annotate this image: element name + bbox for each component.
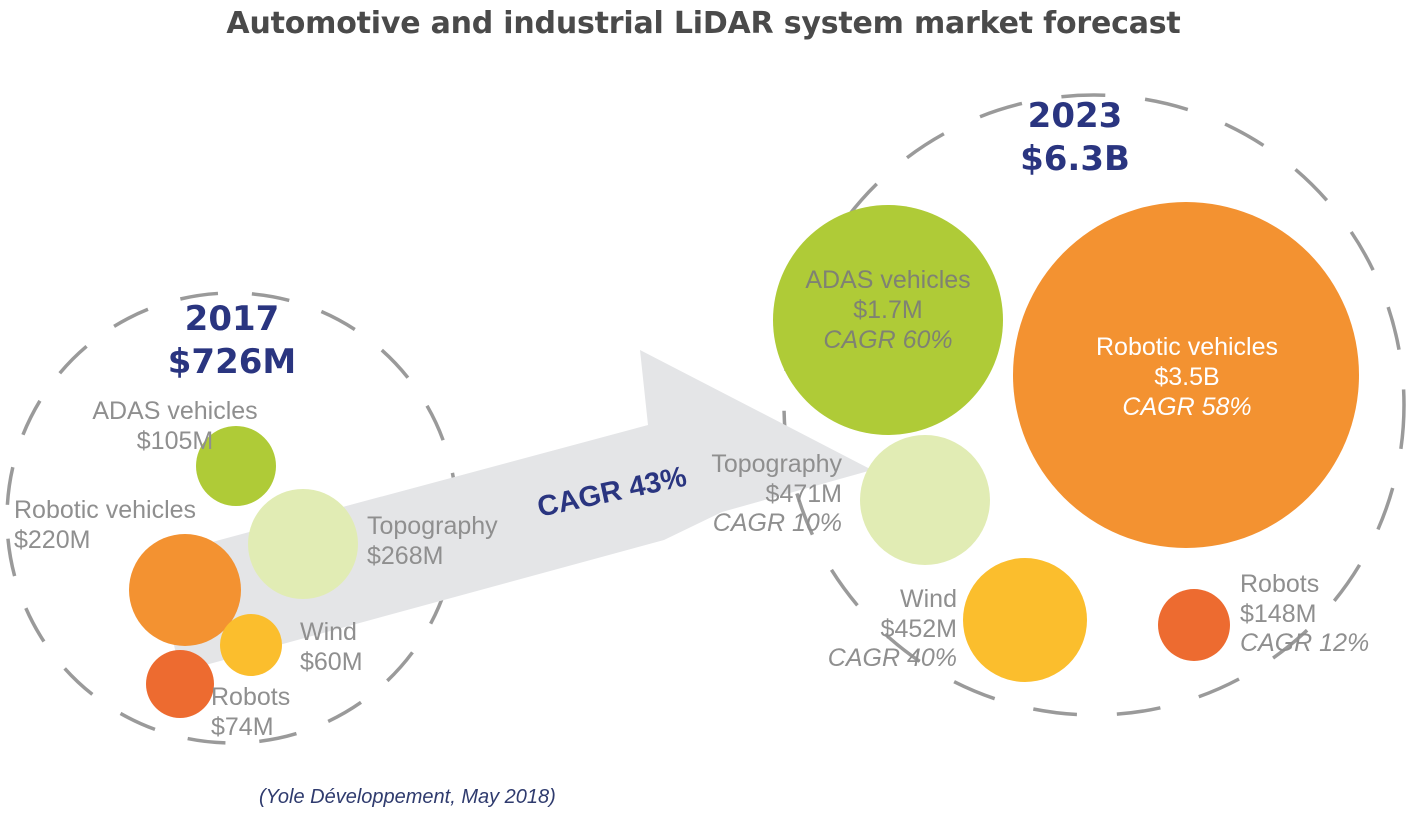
label-2023-wind: Wind $452M CAGR 40%: [742, 585, 957, 674]
label-2017-adas: ADAS vehicles $105M: [65, 397, 285, 456]
label-2017-robotic: Robotic vehicles $220M: [14, 496, 244, 555]
bubble-2017-robotic: [129, 534, 241, 646]
page-title: Automotive and industrial LiDAR system m…: [226, 6, 1181, 41]
label-2017-adas-name: ADAS vehicles: [92, 397, 258, 425]
label-2017-robotic-value: $220M: [14, 525, 91, 554]
growth-arrow-band: [170, 350, 872, 672]
label-2023-robotic-value: $3.5B: [1154, 363, 1220, 391]
year-heading-2017: 2017 $726M: [122, 298, 342, 383]
bubble-2017-robots: [146, 650, 214, 718]
bubble-2017-adas: [196, 426, 276, 506]
label-2023-wind-cagr: CAGR 40%: [827, 644, 957, 672]
bubble-2023-robotic: [1013, 202, 1359, 548]
label-2023-adas-value: $1.7M: [853, 296, 923, 324]
bubble-2023-robots: [1158, 589, 1230, 661]
label-2023-robots-value: $148M: [1240, 599, 1317, 628]
label-2023-wind-value: $452M: [880, 614, 957, 643]
source-credit: (Yole Développement, May 2018): [259, 786, 556, 809]
label-2023-adas-cagr: CAGR 60%: [823, 326, 953, 354]
label-2017-adas-value: $105M: [136, 426, 214, 455]
bubble-2017-topography: [248, 489, 358, 599]
label-2023-robots: Robots $148M CAGR 12%: [1240, 570, 1407, 659]
label-2017-wind-value: $60M: [300, 647, 363, 676]
label-2023-wind-name: Wind: [900, 585, 957, 613]
bubble-2023-adas: [773, 205, 1003, 435]
label-2017-topography: Topography $268M: [367, 512, 567, 571]
total-label-2017: $726M: [167, 341, 297, 382]
year-label-2017: 2017: [184, 299, 280, 339]
label-2017-robots-name: Robots: [211, 683, 291, 711]
label-2017-topography-value: $268M: [367, 541, 444, 570]
label-2023-robots-cagr: CAGR 12%: [1240, 629, 1370, 657]
total-label-2023: $6.3B: [1020, 138, 1130, 179]
bubble-2023-topography: [860, 435, 990, 565]
label-2017-topography-name: Topography: [367, 512, 498, 540]
label-2017-robots-value: $74M: [211, 712, 274, 741]
label-2023-robotic-cagr: CAGR 58%: [1122, 393, 1252, 421]
source-text: (Yole Développement, May 2018): [259, 786, 556, 808]
label-2023-topography-name: Topography: [711, 450, 842, 478]
label-2017-robotic-name: Robotic vehicles: [14, 496, 197, 524]
label-2023-topography: Topography $471M CAGR 10%: [632, 450, 842, 539]
label-2023-topography-cagr: CAGR 10%: [712, 509, 842, 537]
bubble-2023-wind: [963, 558, 1087, 682]
label-2023-adas-name: ADAS vehicles: [805, 266, 971, 294]
label-2023-adas: ADAS vehicles $1.7M CAGR 60%: [778, 265, 998, 355]
label-2023-robotic: Robotic vehicles $3.5B CAGR 58%: [1056, 332, 1318, 422]
label-2017-wind-name: Wind: [300, 618, 357, 646]
year-label-2023: 2023: [1027, 96, 1123, 136]
year-heading-2023: 2023 $6.3B: [965, 95, 1185, 180]
label-2023-robots-name: Robots: [1240, 570, 1320, 598]
dashed-ring-2023: [782, 93, 1406, 717]
label-2023-topography-value: $471M: [765, 479, 842, 508]
label-2017-robots: Robots $74M: [211, 683, 371, 742]
bubble-2017-wind: [220, 614, 282, 676]
label-2017-wind: Wind $60M: [300, 618, 460, 677]
label-2023-robotic-name: Robotic vehicles: [1095, 333, 1279, 361]
